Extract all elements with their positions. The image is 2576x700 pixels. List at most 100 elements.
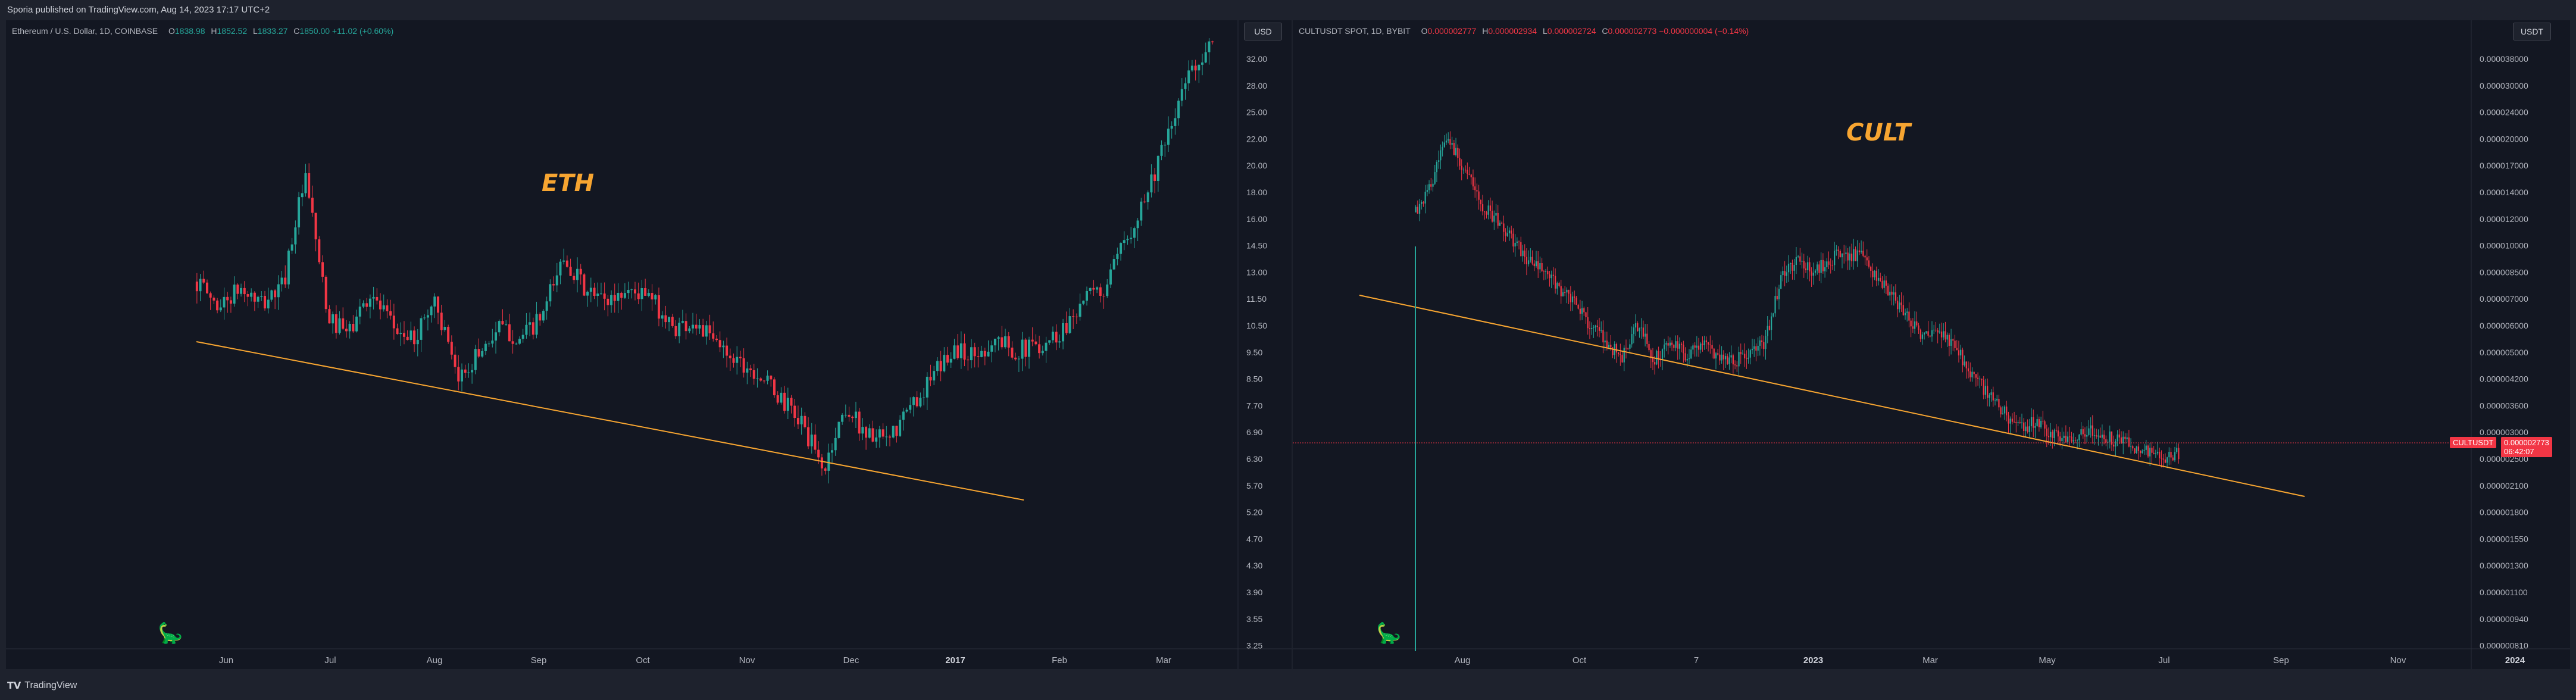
price-tick-label: 0.000001300 — [2480, 561, 2528, 570]
candle-body — [1943, 331, 1944, 338]
candle-body — [1958, 350, 1960, 356]
candle-body — [243, 288, 246, 295]
price-tick-label: 6.90 — [1246, 427, 1262, 437]
candle-body — [1554, 276, 1556, 289]
candle-body — [1883, 280, 1885, 288]
candle-body — [284, 277, 287, 285]
candle-body — [426, 315, 429, 318]
candle-body — [793, 405, 796, 418]
candle-body — [1506, 233, 1508, 236]
time-tick-label: Oct — [636, 655, 650, 665]
tradingview-logo-icon: TV — [7, 680, 21, 691]
candle-body — [732, 358, 735, 363]
candle-body — [1566, 289, 1568, 293]
candle-body — [1937, 330, 1939, 333]
candle-body — [1467, 170, 1468, 174]
candle-body — [328, 309, 331, 324]
candle-body — [936, 361, 939, 371]
candle-body — [1644, 333, 1646, 337]
candle-body — [1805, 268, 1807, 271]
candle-body — [1826, 261, 1828, 267]
candle-body — [2082, 429, 2084, 435]
candle-body — [1436, 161, 1438, 173]
candle-body — [1787, 264, 1790, 273]
candle-body — [970, 347, 973, 361]
candle-body — [1426, 190, 1428, 192]
price-tick-label: 22.00 — [1246, 134, 1267, 143]
candle-body — [1671, 342, 1673, 345]
candle-body — [457, 367, 460, 382]
candle-body — [195, 282, 198, 292]
candle-body — [973, 347, 976, 357]
candle-body — [780, 392, 783, 403]
candle-body — [1001, 337, 1003, 348]
candle-body — [1989, 395, 1990, 398]
candle-body — [399, 333, 402, 335]
candle-body — [752, 370, 755, 379]
time-tick-label: Aug — [1455, 655, 1471, 665]
dino-icon: 🦕 — [1376, 622, 1402, 645]
candle-body — [1962, 349, 1964, 365]
candle-body — [1721, 354, 1722, 361]
price-tick-label: 0.000005000 — [2480, 348, 2528, 357]
candle-body — [956, 345, 959, 358]
time-tick-label: Sep — [531, 655, 547, 665]
candle-body — [1014, 357, 1017, 360]
candle-body — [1952, 339, 1954, 341]
candle-body — [2122, 436, 2124, 443]
price-tick-label: 10.50 — [1246, 321, 1267, 330]
cult-chart-canvas[interactable]: 0.000038000 0.000030000 0.000024000 0.00002… — [1293, 20, 2570, 669]
candle-body — [2134, 448, 2136, 454]
price-tick-label: 28.00 — [1246, 81, 1267, 90]
candle-body — [1771, 316, 1772, 330]
candle-body — [2120, 437, 2122, 443]
candle-body — [854, 411, 857, 418]
tradingview-logo[interactable]: TV TradingView — [7, 680, 77, 691]
candle-body — [749, 368, 752, 370]
candle-body — [324, 276, 327, 310]
candle-body — [1702, 343, 1703, 345]
candle-body — [1547, 271, 1549, 274]
candle-body — [334, 314, 337, 333]
candle-body — [1539, 263, 1541, 270]
candle-body — [2137, 446, 2140, 451]
candle-body — [1160, 145, 1163, 156]
candle-body — [2092, 425, 2093, 436]
price-tick-label: 0.000008500 — [2480, 267, 2528, 277]
eth-chart-canvas[interactable]: 32.00 28.00 25.00 22.00 20.00 18.00 16.00 14.50… — [6, 20, 1292, 669]
dino-icon: 🦕 — [158, 622, 183, 645]
time-tick-label: Mar — [1156, 655, 1171, 665]
eth-close-value: 1850.00 — [299, 26, 330, 36]
candle-body — [1522, 250, 1524, 257]
candle-body — [1430, 184, 1432, 187]
candle-body — [2061, 438, 2063, 442]
candle-body — [2149, 448, 2151, 457]
eth-currency-button[interactable]: USD — [1244, 23, 1282, 40]
candle-body — [2050, 432, 2052, 438]
candle-body — [1167, 129, 1170, 145]
cult-chart-pane[interactable]: 0.000038000 0.000030000 0.000024000 0.00002… — [1293, 20, 2570, 669]
candle-body — [1007, 336, 1010, 348]
candle-body — [674, 326, 677, 336]
candle-body — [1480, 199, 1481, 205]
candle-body — [684, 321, 687, 332]
candle-body — [742, 358, 745, 373]
candle-body — [1146, 192, 1149, 202]
candle-body — [205, 282, 208, 293]
candle-body — [688, 328, 691, 332]
candle-body — [1946, 335, 1948, 340]
eth-chart-pane[interactable]: 32.00 28.00 25.00 22.00 20.00 18.00 16.00 14.50… — [6, 20, 1292, 669]
candle-body — [1570, 293, 1571, 302]
candle-body — [1577, 305, 1579, 309]
candle-body — [1862, 251, 1864, 256]
time-tick-label: 2023 — [1803, 655, 1823, 665]
candle-body — [1916, 321, 1918, 326]
candle-body — [1950, 339, 1952, 346]
cult-currency-button[interactable]: USDT — [2513, 23, 2551, 40]
candle-body — [796, 418, 799, 424]
candle-body — [2174, 452, 2176, 461]
candle-body — [1665, 343, 1667, 345]
candle-body — [532, 322, 534, 335]
candle-body — [298, 197, 301, 228]
candle-body — [1208, 41, 1211, 52]
